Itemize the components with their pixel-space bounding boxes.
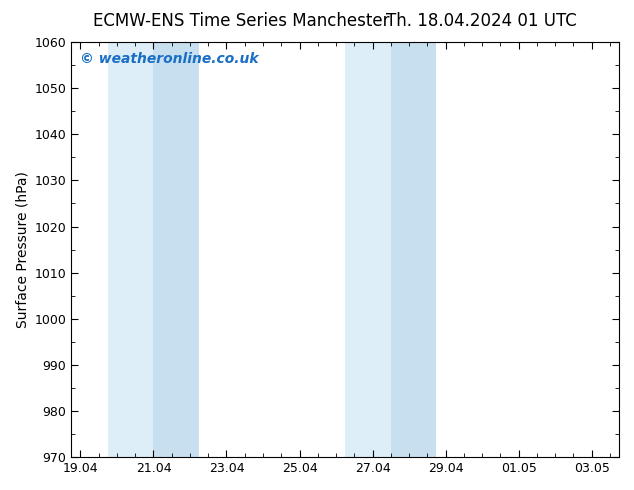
Bar [108,42,153,457]
Text: ECMW-ENS Time Series Manchester: ECMW-ENS Time Series Manchester [93,12,389,30]
Bar [391,42,436,457]
Bar [345,42,391,457]
Bar [153,42,199,457]
Text: © weatheronline.co.uk: © weatheronline.co.uk [79,52,258,67]
Y-axis label: Surface Pressure (hPa): Surface Pressure (hPa) [15,171,29,328]
Text: Th. 18.04.2024 01 UTC: Th. 18.04.2024 01 UTC [387,12,577,30]
